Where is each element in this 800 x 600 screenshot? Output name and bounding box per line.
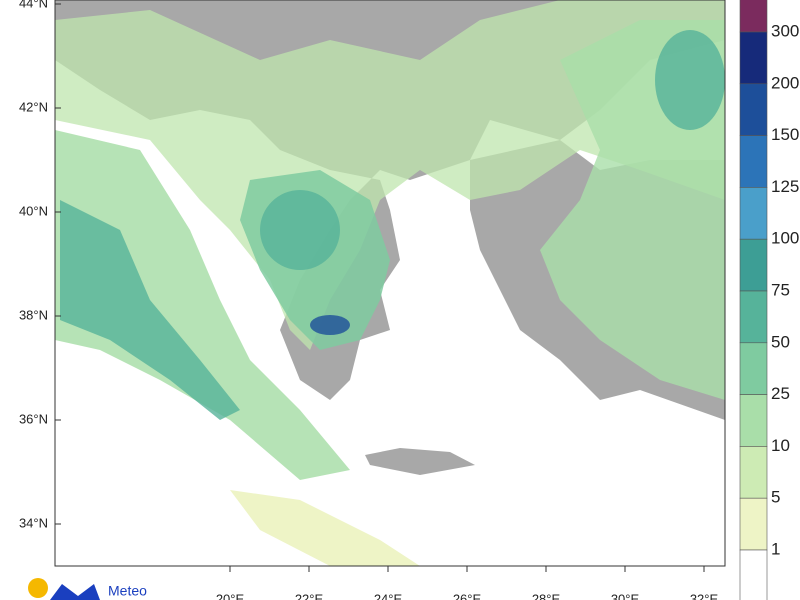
logo-sun bbox=[28, 578, 48, 598]
lon-label: 20°E bbox=[216, 591, 245, 600]
colorbar-cell bbox=[739, 497, 768, 551]
colorbar-cell bbox=[739, 83, 768, 136]
lon-label: 22°E bbox=[295, 591, 324, 600]
rain-north bbox=[55, 0, 725, 350]
colorbar-label: 300 bbox=[771, 21, 799, 40]
colorbar-cell bbox=[739, 290, 768, 344]
lon-label: 26°E bbox=[453, 591, 482, 600]
logo-mark bbox=[50, 584, 100, 600]
map-frame bbox=[54, 0, 726, 567]
lat-label: 34°N bbox=[19, 515, 48, 530]
colorbar-label: 1 bbox=[771, 539, 780, 558]
rain-blacksea bbox=[655, 30, 725, 130]
colorbar-cell bbox=[739, 31, 768, 85]
crete bbox=[365, 448, 475, 475]
lat-label: 38°N bbox=[19, 307, 48, 322]
rain-core bbox=[260, 190, 340, 270]
colorbar-label: 125 bbox=[771, 177, 799, 196]
lon-label: 30°E bbox=[611, 591, 640, 600]
lon-label: 24°E bbox=[374, 591, 403, 600]
lat-label: 42°N bbox=[19, 99, 48, 114]
axes: 44°N 42°N 40°N 38°N 36°N 34°N 20°E 22°E 24°E 26°E… bbox=[19, 0, 719, 600]
lat-label: 44°N bbox=[19, 0, 48, 10]
lon-label: 32°E bbox=[690, 591, 719, 600]
colorbar-cell bbox=[739, 0, 768, 33]
colorbar-label: 5 bbox=[771, 488, 780, 507]
colorbar-cell bbox=[739, 549, 768, 600]
rain-peak bbox=[310, 315, 350, 335]
lon-label: 28°E bbox=[532, 591, 561, 600]
logo: Meteo bbox=[28, 578, 147, 600]
colorbar: 300 200 150 125 100 75 50 25 10 5 1 bbox=[739, 0, 799, 600]
colorbar-label: 150 bbox=[771, 125, 799, 144]
colorbar-label: 50 bbox=[771, 332, 790, 351]
colorbar-cell bbox=[739, 238, 768, 292]
colorbar-label: 75 bbox=[771, 280, 790, 299]
map-area bbox=[55, 0, 725, 566]
colorbar-label: 100 bbox=[771, 229, 799, 248]
lat-label: 36°N bbox=[19, 411, 48, 426]
colorbar-label: 200 bbox=[771, 73, 799, 92]
colorbar-cell bbox=[739, 187, 768, 240]
rain-south bbox=[230, 490, 420, 566]
colorbar-cell bbox=[739, 394, 768, 447]
colorbar-cell bbox=[739, 135, 768, 188]
logo-text: Meteo bbox=[108, 583, 147, 599]
colorbar-label: 10 bbox=[771, 436, 790, 455]
lat-label: 40°N bbox=[19, 203, 48, 218]
rain-heavy-west bbox=[60, 200, 240, 420]
colorbar-label: 25 bbox=[771, 384, 790, 403]
colorbar-cell bbox=[739, 342, 768, 395]
rain-ionian bbox=[55, 130, 350, 480]
colorbar-cell bbox=[739, 446, 768, 499]
